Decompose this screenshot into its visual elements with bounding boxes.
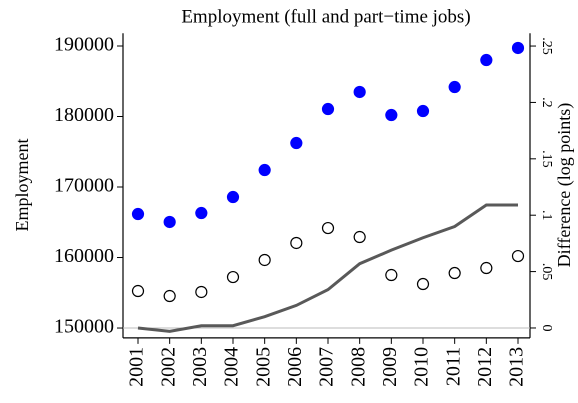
x-tick-label: 2001 (126, 347, 148, 387)
x-tick-label: 2002 (157, 347, 179, 387)
x-tick-label: 2010 (411, 347, 433, 387)
y-axis-title: Employment (12, 139, 32, 232)
x-tick-label: 2008 (347, 347, 369, 387)
marker (131, 284, 145, 298)
marker (416, 277, 430, 291)
marker (416, 104, 430, 118)
y2-tick-label: .25 (539, 37, 554, 55)
marker (480, 53, 493, 67)
y-tick-label: 150000 (54, 316, 114, 338)
chart-title: Employment (full and part−time jobs) (181, 6, 470, 27)
y-tick-label: 160000 (54, 245, 114, 267)
x-tick-label: 2009 (379, 347, 401, 387)
marker (353, 230, 366, 244)
marker (131, 207, 145, 221)
marker (163, 289, 176, 303)
x-tick-label: 2011 (442, 347, 464, 386)
y-tick-label: 180000 (54, 104, 114, 126)
marker (511, 249, 525, 263)
y2-tick-label: .2 (539, 97, 554, 108)
y2-tick-label: .05 (539, 263, 554, 281)
y-tick-label: 190000 (54, 34, 114, 56)
y2-tick-label: .1 (539, 210, 554, 221)
marker (195, 206, 208, 220)
marker (258, 253, 271, 267)
x-tick-label: 2005 (252, 347, 274, 387)
x-tick-label: 2006 (284, 347, 306, 387)
difference-line (137, 203, 518, 333)
marker (226, 190, 240, 204)
y2-tick-label: 0 (539, 324, 554, 331)
x-tick-label: 2012 (474, 347, 496, 387)
marker (321, 102, 335, 116)
marker (385, 268, 398, 282)
marker (385, 108, 398, 122)
y2-tick-label: .15 (539, 150, 554, 168)
x-tick-label: 2007 (316, 347, 338, 387)
y2-axis-title: Difference (log points) (554, 103, 575, 268)
marker (353, 85, 366, 99)
x-tick-label: 2003 (189, 347, 211, 387)
marker (195, 285, 208, 299)
marker (258, 163, 271, 177)
marker (321, 221, 335, 235)
marker (226, 270, 240, 284)
y-tick-label: 170000 (54, 175, 114, 197)
marker (448, 266, 461, 280)
marker (163, 215, 176, 229)
x-tick-label: 2004 (221, 347, 243, 387)
marker (480, 261, 493, 275)
marker (448, 80, 461, 94)
marker (290, 136, 303, 150)
x-tick-label: 2013 (506, 347, 528, 387)
marker (511, 41, 525, 55)
marker (290, 236, 303, 250)
